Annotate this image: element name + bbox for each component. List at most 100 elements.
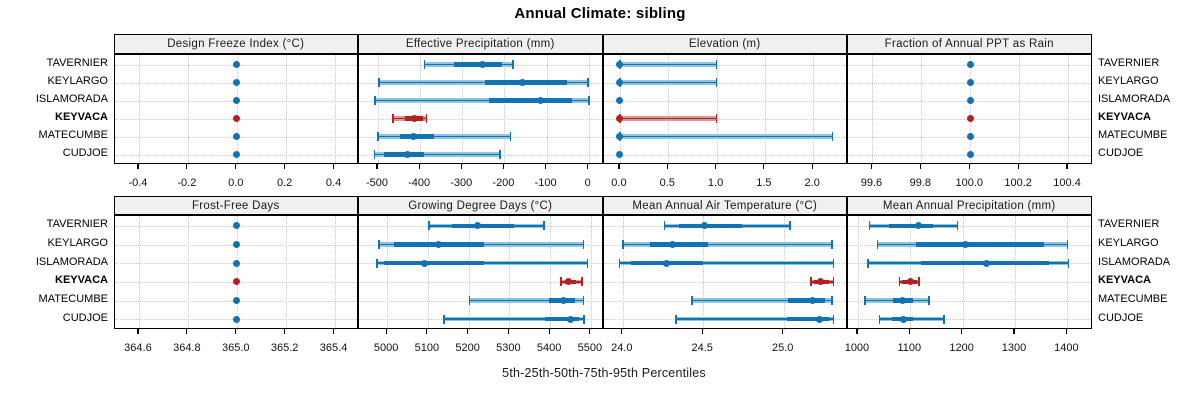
whisker-cap [543, 221, 545, 231]
gridline-vertical [872, 54, 874, 165]
whisker-cap [918, 277, 920, 287]
axis-tick [908, 328, 910, 334]
gridline-vertical [138, 215, 140, 330]
axis-tick [1013, 328, 1015, 334]
whisker-cap [586, 258, 589, 268]
whisker-cap [378, 78, 380, 87]
median-dot [233, 297, 241, 304]
station-label-left: KEYLARGO [47, 237, 108, 249]
gridline-horizontal [603, 154, 846, 156]
interquartile-bar [453, 62, 503, 67]
axis-tick [235, 328, 237, 334]
chart-title: Annual Climate: sibling [514, 5, 686, 22]
axis-tick-label: 1.0 [707, 176, 724, 189]
whisker-cap [832, 314, 835, 324]
gridline-vertical [921, 54, 923, 165]
interquartile-bar [488, 98, 572, 103]
gridline-vertical [813, 54, 815, 165]
median-dot [233, 222, 241, 230]
whisker-cap [715, 78, 718, 87]
median-dot [233, 241, 241, 248]
gridline-vertical [1015, 215, 1016, 330]
axis-tick-label: 364.6 [124, 341, 152, 354]
whisker-cap [928, 296, 930, 305]
whisker-cap [831, 296, 833, 305]
whisker-line [469, 299, 584, 302]
median-dot [961, 241, 969, 248]
whisker-cap [376, 258, 378, 268]
axis-tick-label: 1.5 [756, 176, 772, 189]
gridline-vertical [468, 215, 470, 330]
whisker-cap [428, 221, 430, 231]
whisker-cap [499, 150, 501, 159]
axis-tick-label: 0.0 [611, 176, 627, 189]
station-label-right: CUDJOE [1098, 311, 1144, 324]
whisker-cap [374, 96, 376, 105]
panel-plot-area [602, 53, 847, 165]
whisker-cap [1066, 240, 1069, 249]
whisker-line [374, 153, 501, 156]
gridline-vertical [285, 215, 287, 330]
station-label-right: KEYLARGO [1098, 75, 1159, 87]
axis-tick [856, 328, 858, 334]
whisker-cap [868, 221, 871, 231]
whisker-cap [810, 277, 812, 287]
gridline-vertical [1067, 215, 1069, 330]
axis-tick [961, 328, 963, 334]
median-dot [906, 278, 914, 286]
median-dot [616, 97, 624, 104]
axis-tick [968, 163, 970, 169]
median-dot [662, 259, 670, 267]
median-dot [966, 133, 974, 140]
gridline-vertical [590, 215, 592, 330]
axis-tick-label: 365.4 [319, 341, 348, 354]
gridline-vertical [377, 54, 379, 165]
axis-tick [811, 163, 813, 169]
median-dot [899, 297, 907, 304]
axis-tick-label: 5300 [496, 341, 521, 354]
panel-header: Design Freeze Index (°C) [113, 33, 358, 54]
gridline-horizontal [603, 281, 846, 283]
axis-tick-label: 5400 [536, 341, 562, 354]
gridline-horizontal [848, 225, 1091, 227]
gridline-horizontal [848, 281, 1091, 283]
station-label-left: ISLAMORADA [35, 255, 108, 268]
whisker-line [619, 135, 833, 138]
median-dot [616, 61, 624, 68]
interquartile-bar [485, 80, 567, 85]
gridline-vertical [387, 215, 389, 330]
axis-tick-label: 100.2 [1004, 176, 1032, 189]
axis-tick-label: 1000 [844, 341, 870, 354]
whisker-cap [587, 78, 589, 87]
axis-tick-label: 99.6 [860, 176, 883, 189]
whisker-cap [1067, 258, 1070, 268]
gridline-vertical [334, 54, 336, 165]
whisker-line [377, 135, 511, 138]
station-label-left: CUDJOE [62, 311, 108, 324]
whisker-cap [391, 114, 394, 123]
axis-tick [376, 163, 378, 169]
gridline-vertical [588, 54, 590, 165]
whisker-line [378, 81, 588, 84]
median-dot [559, 297, 567, 304]
station-label-left: TAVERNIER [46, 218, 108, 231]
median-dot [233, 278, 241, 286]
median-dot [817, 278, 825, 286]
median-dot [410, 133, 418, 140]
station-label-left: CUDJOE [62, 147, 108, 159]
panel-plot-area [847, 53, 1092, 165]
axis-tick-label: 0.2 [276, 176, 293, 189]
axis-tick [589, 328, 591, 334]
median-dot [966, 97, 974, 104]
axis-tick [1066, 163, 1068, 169]
axis-tick [418, 163, 420, 169]
axis-tick [782, 328, 784, 334]
median-dot [701, 222, 709, 230]
axis-tick [332, 163, 335, 169]
median-dot [899, 315, 907, 323]
station-label-right: TAVERNIER [1098, 218, 1160, 231]
whisker-line [619, 81, 717, 84]
interquartile-bar [889, 223, 933, 229]
panel-plot-area [113, 214, 358, 330]
